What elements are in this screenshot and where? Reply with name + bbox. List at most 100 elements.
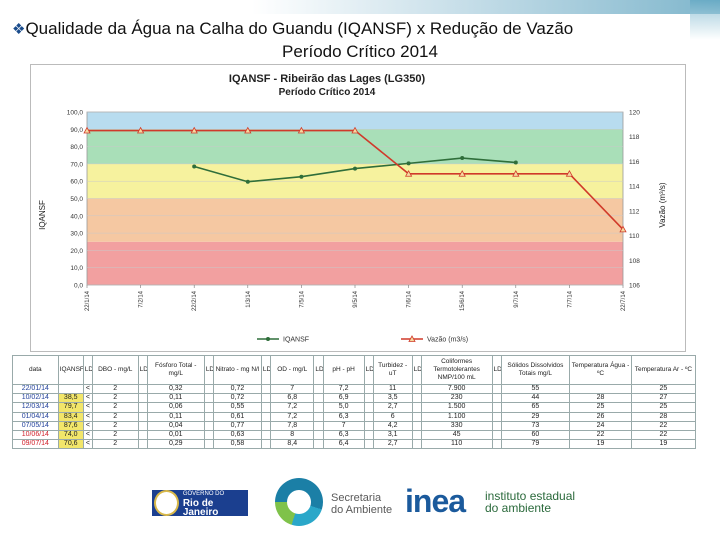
table-row: 12/03/14 79,7 <2 0,06 0,55 7,2 5,0 2,7 1.500 65 25… xyxy=(12,402,697,413)
y-right-tick-label: 118 xyxy=(629,134,640,141)
slide-title: ❖Qualidade da Água na Calha do Guandu (I… xyxy=(0,18,720,63)
footer-logos: GOVERNO DO Rio de Janeiro Secretaria do … xyxy=(0,472,720,540)
table-header-cell: LD xyxy=(363,355,374,385)
table-cell: 6,3 xyxy=(322,429,365,441)
table-cell xyxy=(491,402,502,413)
table-header-cell: LD xyxy=(491,355,502,385)
table-header-cell: OD - mg/L xyxy=(270,355,315,385)
vazao-point xyxy=(351,126,359,134)
table-row: 01/04/14 83,4 <2 0,11 0,61 7,2 6,3 6 1.100 29 26 28 xyxy=(12,411,697,422)
table-cell xyxy=(491,420,502,431)
x-tick-label: 9/7/14 xyxy=(514,290,520,307)
y-right-tick-label: 114 xyxy=(629,184,640,191)
y-left-tick-label: 20,0 xyxy=(70,248,83,255)
table-cell: < xyxy=(82,420,93,431)
table-cell xyxy=(411,383,422,395)
table-cell: 55 xyxy=(500,383,571,395)
table-cell: 79,7 xyxy=(57,402,84,413)
table-cell: 19 xyxy=(569,439,632,450)
table-cell xyxy=(363,383,374,395)
y-left-tick-label: 30,0 xyxy=(70,231,83,238)
table-cell: 25 xyxy=(569,402,632,413)
table-cell xyxy=(313,429,324,441)
table-cell: 2 xyxy=(91,393,139,404)
table-cell: 25 xyxy=(630,383,697,395)
vazao-point xyxy=(190,126,198,134)
table-cell xyxy=(491,439,502,450)
y-left-tick-label: 50,0 xyxy=(70,196,83,203)
table-row: 22/01/14 <2 0,32 0,72 7 7,2 11 7.900 55 25 xyxy=(12,383,697,395)
table-cell: 22 xyxy=(569,429,632,441)
date-cell: 12/03/14 xyxy=(12,402,59,413)
table-cell: 65 xyxy=(500,402,571,413)
table-header-cell: pH - pH xyxy=(322,355,365,385)
y-right-tick-label: 110 xyxy=(629,233,640,240)
table-header-cell: LD xyxy=(203,355,214,385)
table-cell: 44 xyxy=(500,393,571,404)
table-cell: 6,3 xyxy=(322,411,365,422)
table-cell: 22 xyxy=(630,420,697,431)
table-cell xyxy=(363,429,374,441)
table-header-row: data IQANSF LD DBO - mg/L LD Fósforo Total - … xyxy=(12,355,697,385)
table-cell: 28 xyxy=(569,393,632,404)
table-cell: 73 xyxy=(500,420,571,431)
table-cell: 6,9 xyxy=(322,393,365,404)
rio-de-janeiro-logo: GOVERNO DO Rio de Janeiro xyxy=(152,490,248,517)
table-cell: < xyxy=(82,411,93,422)
table-cell xyxy=(411,429,422,441)
table-cell: 2 xyxy=(91,429,139,441)
table-cell xyxy=(313,439,324,450)
table-cell: 4,2 xyxy=(372,420,413,431)
date-cell: 09/07/14 xyxy=(12,439,59,450)
table-cell: 38,5 xyxy=(57,393,84,404)
table-cell: 28 xyxy=(630,411,697,422)
table-header-cell: Fósforo Total - mg/L xyxy=(146,355,205,385)
table-header-cell: LD xyxy=(82,355,93,385)
table-cell: 110 xyxy=(420,439,493,450)
y-left-tick-label: 60,0 xyxy=(70,179,83,186)
table-cell xyxy=(313,402,324,413)
table-cell xyxy=(491,383,502,395)
table-cell: 0,04 xyxy=(146,420,205,431)
table-cell: 87,6 xyxy=(57,420,84,431)
water-quality-table: data IQANSF LD DBO - mg/L LD Fósforo Total - … xyxy=(12,355,697,450)
table-row: 10/06/14 74,0 <2 0,01 0,63 8 6,3 3,1 45 60 22 22 xyxy=(12,429,697,441)
vazao-point xyxy=(83,126,91,134)
table-cell xyxy=(411,393,422,404)
table-cell xyxy=(137,393,148,404)
legend-label-iqa: IQANSF xyxy=(283,337,309,344)
table-cell: < xyxy=(82,402,93,413)
y-axis-right-label: Vazão (m³/s) xyxy=(658,182,667,228)
table-cell xyxy=(203,402,214,413)
table-header-cell: Coliformes Termotolerantes NMP/100 mL xyxy=(420,355,493,385)
iqa-point xyxy=(192,164,197,169)
vazao-point xyxy=(565,169,574,177)
table-cell: 2,7 xyxy=(372,439,413,450)
secretaria-ambiente-logo: Secretaria do Ambiente xyxy=(275,478,395,528)
date-cell: 22/01/14 xyxy=(12,383,59,395)
table-cell: 26 xyxy=(569,411,632,422)
table-cell: 0,72 xyxy=(212,393,262,404)
swirl-icon xyxy=(275,478,323,526)
table-cell: 7 xyxy=(270,383,315,395)
table-cell xyxy=(569,383,632,395)
table-cell xyxy=(203,429,214,441)
table-row: 10/02/14 38,5 <2 0,11 0,72 6,8 6,9 3,5 230 44 28 27 xyxy=(12,393,697,404)
table-header-cell: Sólidos Dissolvidos Totais mg/L xyxy=(500,355,571,385)
table-header-cell: LD xyxy=(137,355,148,385)
table-cell: 70,6 xyxy=(57,439,84,450)
table-cell: 24 xyxy=(569,420,632,431)
table-cell xyxy=(411,420,422,431)
table-cell xyxy=(260,383,272,395)
y-left-tick-label: 80,0 xyxy=(70,144,83,151)
y-left-tick-label: 10,0 xyxy=(70,265,83,272)
iqa-point xyxy=(245,179,250,184)
vazao-point xyxy=(404,169,413,177)
y-right-tick-label: 112 xyxy=(629,208,640,215)
table-header-cell: data xyxy=(12,355,59,385)
table-cell: 60 xyxy=(500,429,571,441)
y-left-tick-label: 40,0 xyxy=(70,213,83,220)
vazao-point xyxy=(458,169,466,177)
table-cell: < xyxy=(82,393,93,404)
table-cell xyxy=(411,411,422,422)
